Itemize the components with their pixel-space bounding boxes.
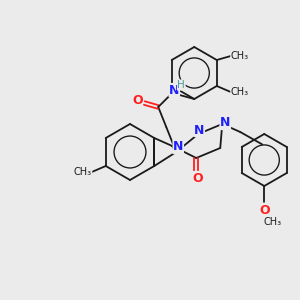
- Text: O: O: [192, 172, 202, 184]
- Text: CH₃: CH₃: [263, 217, 281, 227]
- Text: CH₃: CH₃: [74, 167, 92, 177]
- Text: N: N: [220, 116, 230, 130]
- Text: CH₃: CH₃: [231, 51, 249, 61]
- Text: N: N: [173, 140, 183, 154]
- Text: CH₃: CH₃: [231, 87, 249, 97]
- Text: H: H: [177, 80, 185, 90]
- Text: O: O: [132, 94, 142, 107]
- Text: O: O: [259, 203, 270, 217]
- Text: N: N: [169, 83, 179, 97]
- Text: N: N: [194, 124, 204, 136]
